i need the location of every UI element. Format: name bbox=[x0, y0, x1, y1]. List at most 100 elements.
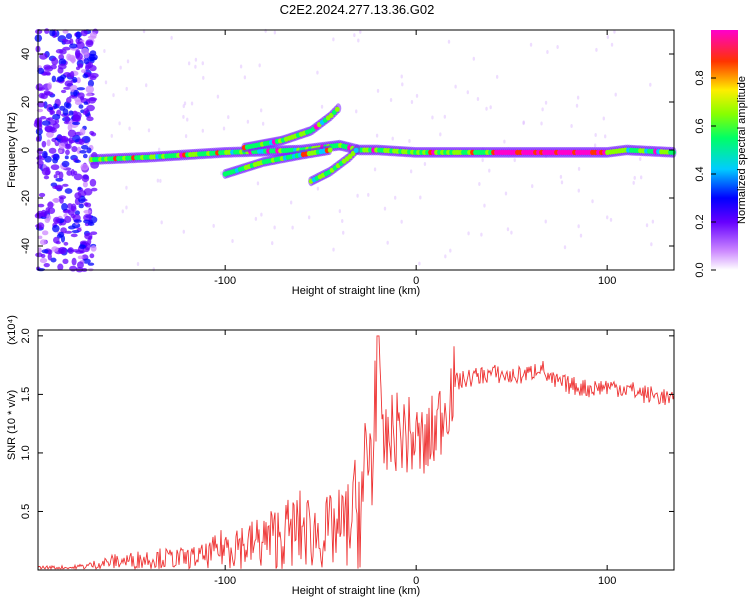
spectrogram-faint-blob bbox=[510, 230, 513, 235]
spectrogram-noise-blob bbox=[35, 117, 43, 125]
spectrogram-noise-blob bbox=[37, 101, 46, 108]
spectrogram-faint-blob bbox=[466, 90, 470, 95]
spectrogram-ytick-label: -20 bbox=[20, 190, 32, 206]
spectrogram-noise-blob bbox=[57, 135, 63, 140]
spectrogram-noise-blob bbox=[38, 192, 46, 198]
spectrogram-faint-blob bbox=[220, 171, 223, 176]
spectrogram-noise-blob bbox=[38, 164, 43, 170]
spectrogram-faint-blob bbox=[633, 175, 636, 180]
spectrogram-noise-blob bbox=[78, 244, 87, 250]
spectrogram-faint-blob bbox=[418, 261, 421, 266]
spectrogram-faint-blob bbox=[353, 33, 356, 38]
spectrogram-noise-blob bbox=[51, 75, 57, 83]
spectrogram-panel: -100 0 100 -40 -20 0 20 40 Height of straight … bbox=[6, 28, 677, 297]
spectrogram-faint-blob bbox=[332, 247, 335, 252]
spectrogram-noise-blob bbox=[50, 110, 56, 115]
spectrogram-faint-blob bbox=[231, 239, 234, 244]
spectrogram-noise-blob bbox=[69, 43, 78, 49]
spectrogram-faint-blob bbox=[560, 180, 564, 185]
spectrogram-noise-blob bbox=[53, 103, 58, 110]
spectrogram-noise-blob bbox=[80, 163, 89, 171]
spectrogram-noise-blob bbox=[80, 144, 89, 150]
spectrogram-noise-blob bbox=[60, 89, 67, 94]
spectrogram-noise-blob bbox=[83, 101, 89, 105]
spectrogram-noise-blob bbox=[89, 65, 97, 72]
spectrogram-noise-blob bbox=[47, 201, 54, 209]
spectrogram-noise-blob bbox=[49, 29, 56, 37]
colorbar-tick-label: 0.2 bbox=[694, 214, 706, 229]
spectrogram-noise-blob bbox=[37, 67, 45, 75]
colorbar-gradient bbox=[711, 30, 738, 270]
snr-x-ticks: -100 0 100 bbox=[214, 330, 616, 587]
spectrogram-noise-blob bbox=[39, 239, 47, 246]
snr-ytick-label: 2.0 bbox=[20, 328, 32, 343]
spectrogram-noise-blob bbox=[64, 116, 70, 124]
spectrogram-noise-blob bbox=[65, 102, 72, 109]
spectrogram-noise-blob bbox=[72, 76, 78, 83]
spectrogram-faint-blob bbox=[126, 59, 130, 64]
spectrogram-y-label: Frequency (Hz) bbox=[6, 112, 18, 188]
spectrogram-noise-blob bbox=[53, 236, 60, 244]
spectrogram-ridge-core bbox=[671, 149, 676, 155]
spectrogram-noise-blob bbox=[76, 87, 86, 91]
spectrogram-faint-blob bbox=[476, 97, 480, 102]
spectrogram-noise-blob bbox=[71, 257, 77, 266]
spectrogram-noise-blob bbox=[82, 111, 88, 115]
spectrogram-noise-blob bbox=[52, 224, 60, 233]
spectrogram-noise-blob bbox=[60, 74, 67, 80]
spectrogram-ytick-label: 0 bbox=[20, 147, 32, 153]
spectrogram-faint-blob bbox=[449, 248, 452, 253]
spectrogram-faint-blob bbox=[341, 218, 344, 223]
spectrogram-faint-blob bbox=[254, 216, 258, 221]
spectrogram-noise-blob bbox=[47, 82, 53, 90]
spectrogram-faint-blob bbox=[375, 133, 379, 138]
spectrogram-noise-blob bbox=[71, 229, 80, 234]
spectrogram-noise-blob bbox=[65, 33, 73, 40]
spectrogram-faint-blob bbox=[639, 175, 643, 180]
spectrogram-faint-blob bbox=[357, 38, 360, 43]
spectrogram-noise-blob bbox=[58, 171, 64, 180]
spectrogram-noise-blob bbox=[80, 29, 88, 37]
spectrogram-faint-blob bbox=[307, 215, 311, 220]
spectrogram-noise-blob bbox=[50, 257, 57, 263]
spectrogram-faint-blob bbox=[389, 98, 393, 103]
spectrogram-noise-blob bbox=[62, 258, 69, 265]
spectrogram-faint-blob bbox=[401, 82, 404, 87]
spectrogram-faint-blob bbox=[447, 39, 451, 44]
spectrogram-noise-blob bbox=[42, 71, 51, 76]
spectrogram-noise-blob bbox=[79, 128, 86, 136]
spectrogram-faint-blob bbox=[145, 83, 148, 88]
colorbar-tick-label: 0.8 bbox=[694, 70, 706, 85]
spectrogram-faint-blob bbox=[316, 70, 319, 75]
snr-xtick-label: -100 bbox=[214, 575, 236, 587]
spectrogram-faint-blob bbox=[591, 199, 594, 204]
spectrogram-noise-blob bbox=[83, 58, 90, 65]
spectrogram-noise-blob bbox=[87, 35, 97, 40]
spectrogram-noise-blob bbox=[43, 263, 50, 268]
spectrogram-noise-blob bbox=[74, 159, 81, 164]
spectrogram-faint-blob bbox=[595, 47, 598, 52]
snr-y-label: SNR (10 * v/v) bbox=[6, 390, 18, 460]
spectrogram-faint-blob bbox=[152, 267, 155, 272]
colorbar-label: Normalized spectral amplitude bbox=[736, 76, 748, 224]
spectrogram-faint-blob bbox=[650, 242, 653, 247]
spectrogram-noise-blob bbox=[53, 216, 61, 224]
snr-ytick-label: 1.5 bbox=[20, 387, 32, 402]
spectrogram-xtick-label: -100 bbox=[214, 275, 236, 287]
spectrogram-faint-blob bbox=[271, 241, 274, 246]
spectrogram-faint-blob bbox=[190, 101, 194, 106]
spectrogram-x-label: Height of straight line (km) bbox=[292, 285, 420, 297]
spectrogram-noise-blob bbox=[58, 231, 65, 238]
snr-ytick-label: 1.0 bbox=[20, 445, 32, 460]
spectrogram-noise-blob bbox=[88, 56, 98, 61]
spectrogram-faint-blob bbox=[488, 168, 491, 173]
spectrogram-faint-blob bbox=[373, 167, 377, 172]
spectrogram-noise-blob bbox=[79, 150, 87, 154]
spectrogram-x-ticks: -100 0 100 bbox=[214, 30, 616, 287]
spectrogram-faint-blob bbox=[576, 95, 580, 100]
spectrogram-noise-blob bbox=[76, 261, 84, 269]
spectrogram-noise-blob bbox=[67, 225, 76, 230]
spectrogram-noise-blob bbox=[52, 123, 60, 129]
spectrogram-faint-blob bbox=[112, 93, 115, 98]
